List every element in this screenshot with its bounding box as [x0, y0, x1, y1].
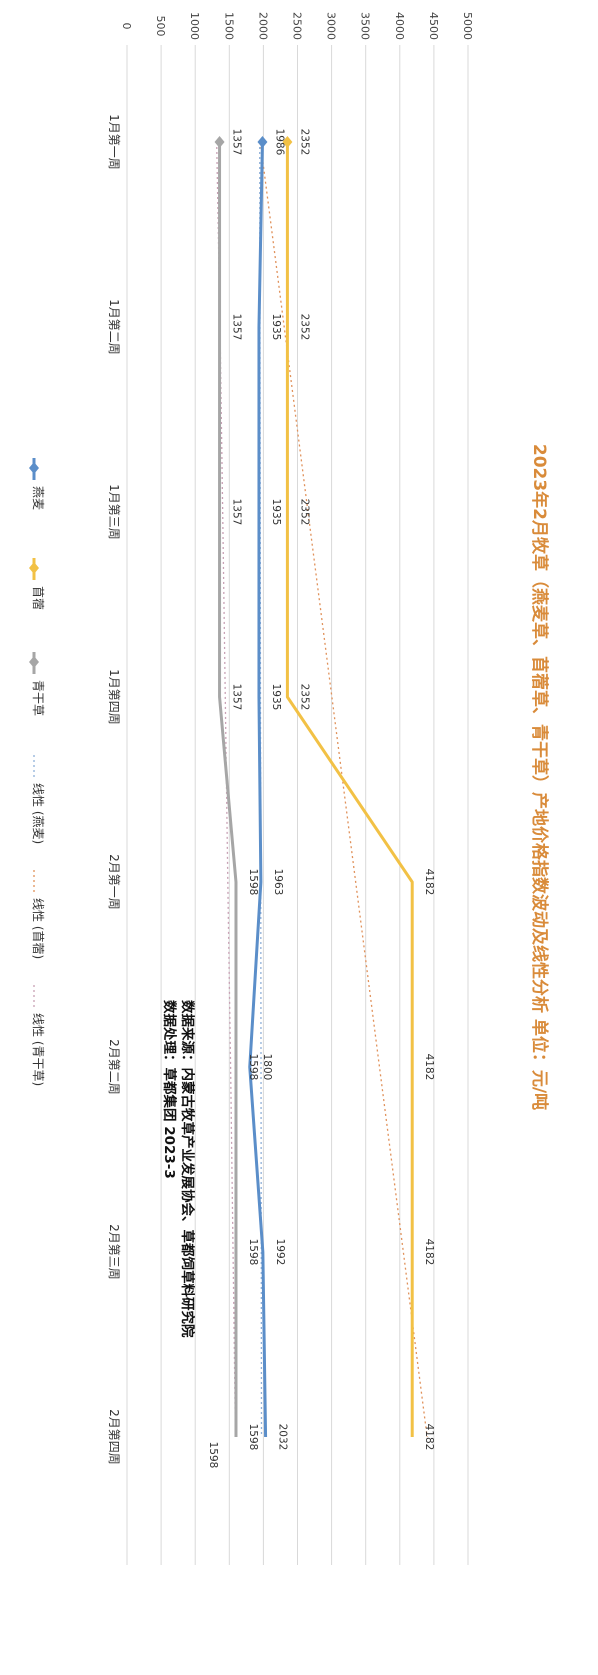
- x-category-label: 1月第三周: [107, 484, 121, 540]
- legend-marker-1: [29, 562, 39, 574]
- gridlines: [126, 45, 469, 1565]
- data-label: 2352: [298, 129, 310, 156]
- y-tick-label: 1500: [222, 12, 235, 40]
- data-source-line: 数据处理：草都集团 2023-3: [161, 1000, 178, 1179]
- y-tick-label: 4500: [427, 12, 440, 40]
- series-line-0: [248, 141, 268, 1438]
- legend-label-5: 线性 (青干草): [31, 1013, 45, 1086]
- legend-marker-0: [29, 462, 39, 474]
- data-label: 4182: [423, 1054, 435, 1081]
- legend-label-1: 苜蓿: [31, 586, 45, 610]
- data-label: 2352: [298, 499, 310, 526]
- data-labels: 1986 1935 1935 1935 1963 1800 1992 2032 2352 2352…: [207, 129, 435, 1469]
- data-label: 1598: [247, 1424, 259, 1451]
- y-tick-label: 2500: [291, 12, 304, 40]
- data-label: 1598: [247, 1239, 259, 1266]
- series-line-2: [218, 142, 238, 1437]
- series-marker-1: [282, 136, 293, 148]
- data-label: 4182: [423, 869, 435, 896]
- data-label: 1357: [231, 129, 243, 156]
- data-label: 1986: [273, 129, 285, 156]
- data-source-line: 数据来源：内蒙古牧草产业发展协会、草都饲草料研究院: [179, 1000, 196, 1338]
- data-label: 1963: [272, 869, 284, 896]
- x-category-label: 2月第二周: [107, 1039, 121, 1095]
- data-label: 1935: [270, 684, 282, 711]
- legend-label-2: 青干草: [31, 680, 45, 716]
- legend-label-0: 燕麦: [31, 486, 45, 510]
- series-marker-2: [214, 136, 225, 148]
- data-label: 1357: [231, 499, 243, 526]
- x-category-label: 2月第一周: [107, 854, 121, 910]
- data-label: 1357: [231, 314, 243, 341]
- data-label: 1800: [261, 1054, 273, 1081]
- y-axis-ticks: 0 500 1000 1500 2000 2500 3000 3500 4000 4500 5000: [120, 12, 474, 40]
- x-category-label: 2月第四周: [107, 1409, 121, 1465]
- data-label: 1357: [231, 684, 243, 711]
- data-label: 1992: [274, 1239, 286, 1266]
- x-category-label: 1月第一周: [107, 114, 121, 170]
- y-tick-label: 0: [120, 23, 133, 30]
- data-label: 1598: [247, 1054, 259, 1081]
- legend-marker-2: [29, 656, 39, 668]
- x-category-label: 2月第三周: [107, 1224, 121, 1280]
- legend-label-3: 线性 (燕麦): [31, 783, 45, 844]
- data-label: 2352: [298, 684, 310, 711]
- x-category-label: 1月第二周: [107, 299, 121, 355]
- data-label: 4182: [423, 1424, 435, 1451]
- x-category-label: 1月第四周: [107, 669, 121, 725]
- chart-title-group: 2023年2月牧草（燕麦草、苜蓿草、青干草）产地价格指数波动及线性分析 单位：元…: [529, 444, 550, 1110]
- y-tick-label: 4000: [393, 12, 406, 40]
- x-axis-categories: 1月第一周 1月第二周 1月第三周 1月第四周 2月第一周 2月第二周 2月第三周 2月第四周: [107, 114, 121, 1465]
- series-lines: [214, 136, 414, 1438]
- y-tick-label: 1000: [188, 12, 201, 40]
- y-tick-label: 3000: [325, 12, 338, 40]
- data-label: 2032: [277, 1424, 289, 1451]
- y-tick-label: 500: [154, 16, 167, 37]
- series-marker-0: [257, 136, 268, 148]
- y-tick-label: 3500: [359, 12, 372, 40]
- extra-data-label: 1598: [207, 1442, 219, 1469]
- y-tick-label: 5000: [461, 12, 474, 40]
- data-label: 1935: [270, 314, 282, 341]
- data-label: 2352: [298, 314, 310, 341]
- chart-title: 2023年2月牧草（燕麦草、苜蓿草、青干草）产地价格指数波动及线性分析 单位：元…: [529, 444, 550, 1110]
- series-line-1: [285, 142, 414, 1437]
- data-label: 4182: [423, 1239, 435, 1266]
- y-tick-label: 2000: [256, 12, 269, 40]
- legend-label-4: 线性 (苜蓿): [31, 898, 45, 959]
- data-label: 1935: [270, 499, 282, 526]
- data-label: 1598: [247, 869, 259, 896]
